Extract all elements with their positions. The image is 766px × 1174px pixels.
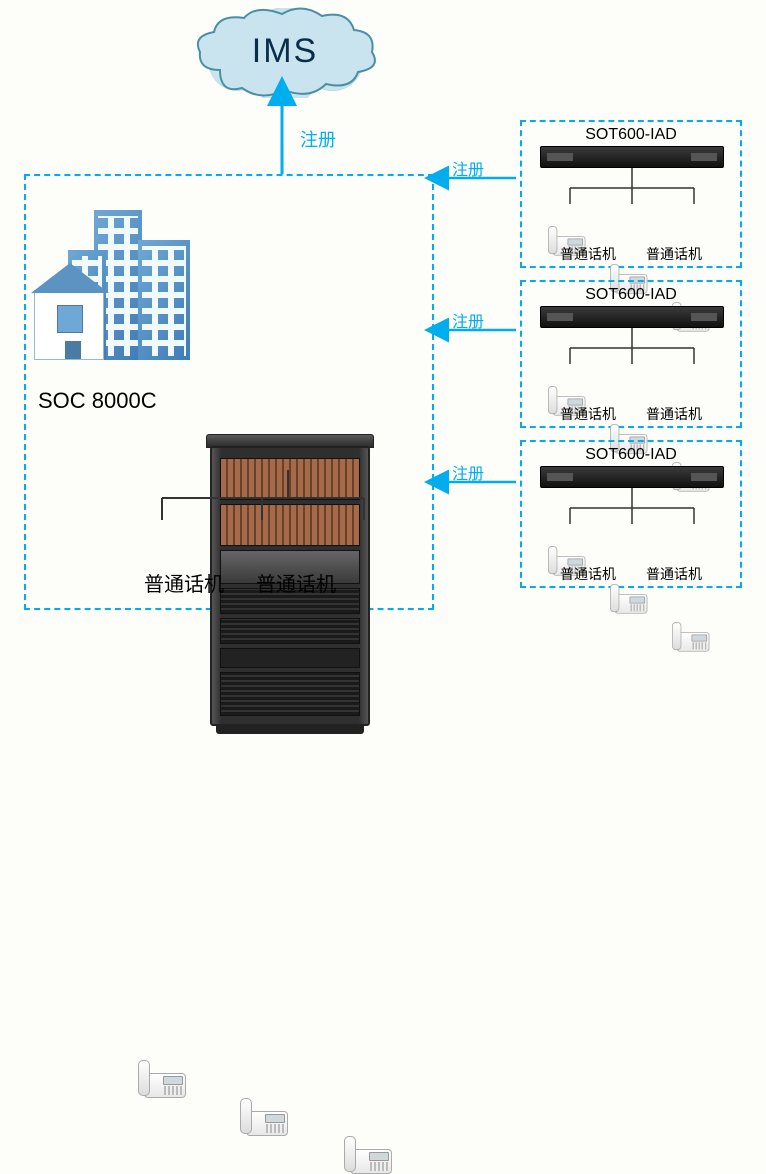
phone-icon (672, 622, 711, 652)
phone-label: 普通话机 (560, 564, 616, 584)
phone-icon (240, 1098, 290, 1136)
phone-label: 普通话机 (646, 564, 702, 584)
phone-icon (610, 584, 649, 614)
sot600-zone: SOT600-IAD 普通话机 普通话机 (520, 440, 742, 588)
phone-label: 普通话机 (646, 404, 702, 424)
phone-label: 普通话机 (646, 244, 702, 264)
phone-icon (344, 1136, 394, 1174)
sot600-zone: SOT600-IAD 普通话机 普通话机 (520, 280, 742, 428)
phone-label: 普通话机 (560, 404, 616, 424)
phone-icon (138, 1060, 188, 1098)
phone-label: 普通话机 (560, 244, 616, 264)
arrow-register-label: 注册 (452, 460, 484, 484)
sot600-zone: SOT600-IAD 普通话机 普通话机 (520, 120, 742, 268)
